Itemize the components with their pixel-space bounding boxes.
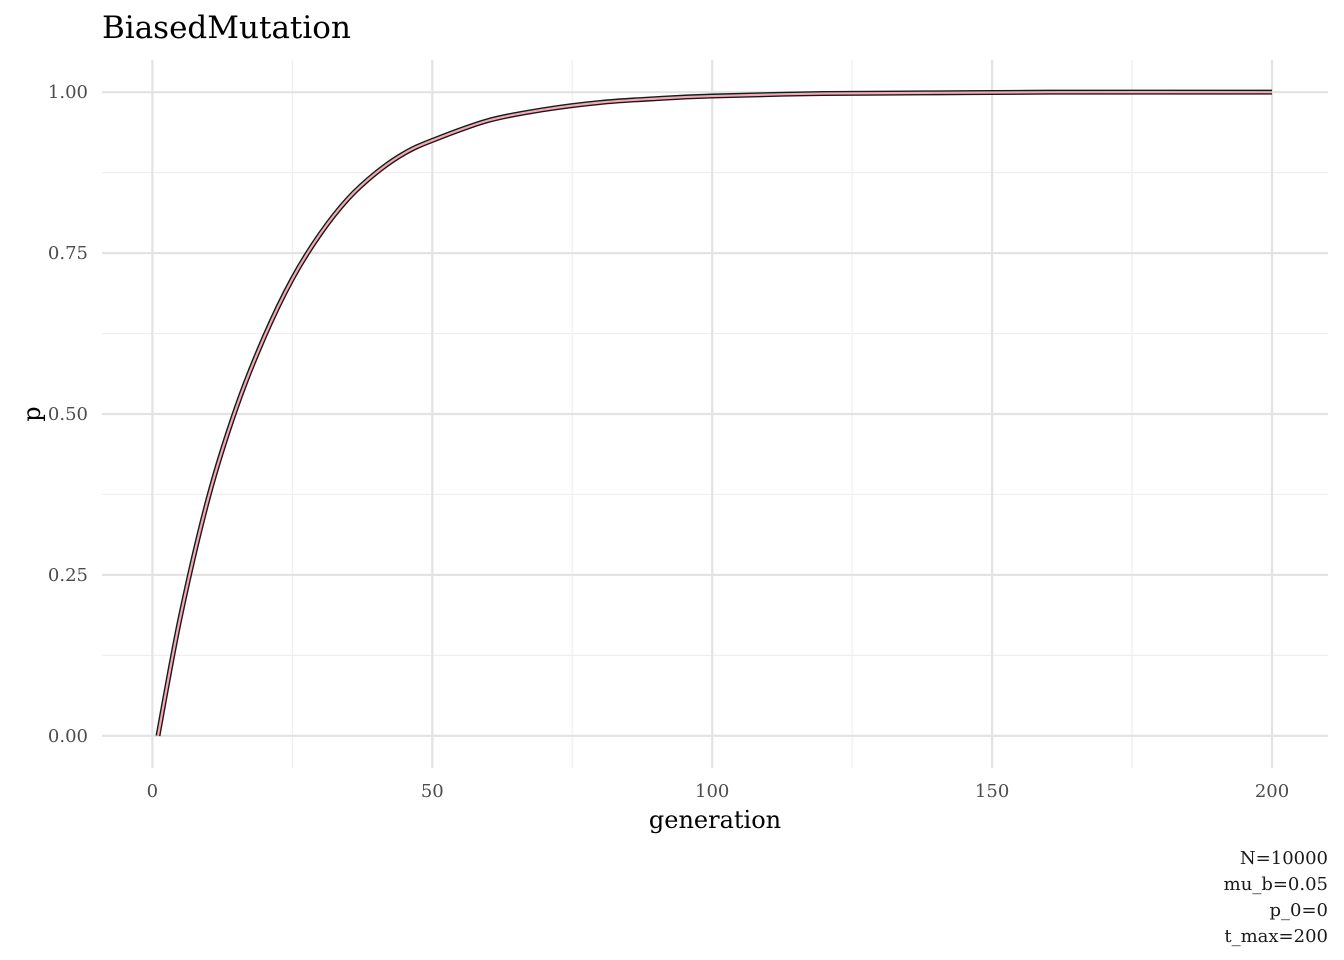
caption: N=10000 mu_b=0.05 p_0=0 t_max=200 [1224, 848, 1328, 947]
x-tick-labels: 0 50 100 150 200 [147, 781, 1290, 802]
caption-line: N=10000 [1240, 848, 1328, 869]
series-line-2 [156, 91, 1273, 737]
y-tick-label: 0.50 [48, 404, 88, 425]
y-tick-label: 0.00 [48, 726, 88, 747]
x-axis-title: generation [649, 806, 781, 834]
minor-gridlines [102, 60, 1328, 768]
y-axis-title: p [18, 406, 46, 421]
x-tick-label: 200 [1255, 781, 1289, 802]
x-tick-label: 50 [421, 781, 444, 802]
caption-line: p_0=0 [1269, 900, 1328, 921]
caption-line: t_max=200 [1224, 926, 1328, 947]
series-layer [155, 89, 1273, 737]
x-tick-label: 0 [147, 781, 158, 802]
major-gridlines [102, 60, 1328, 768]
y-tick-labels: 0.00 0.25 0.50 0.75 1.00 [48, 82, 88, 747]
x-tick-label: 100 [695, 781, 729, 802]
caption-line: mu_b=0.05 [1224, 874, 1328, 895]
chart-title: BiasedMutation [102, 10, 351, 46]
y-tick-label: 0.75 [48, 243, 88, 264]
x-tick-label: 150 [975, 781, 1009, 802]
y-tick-label: 0.25 [48, 565, 88, 586]
y-tick-label: 1.00 [48, 82, 88, 103]
